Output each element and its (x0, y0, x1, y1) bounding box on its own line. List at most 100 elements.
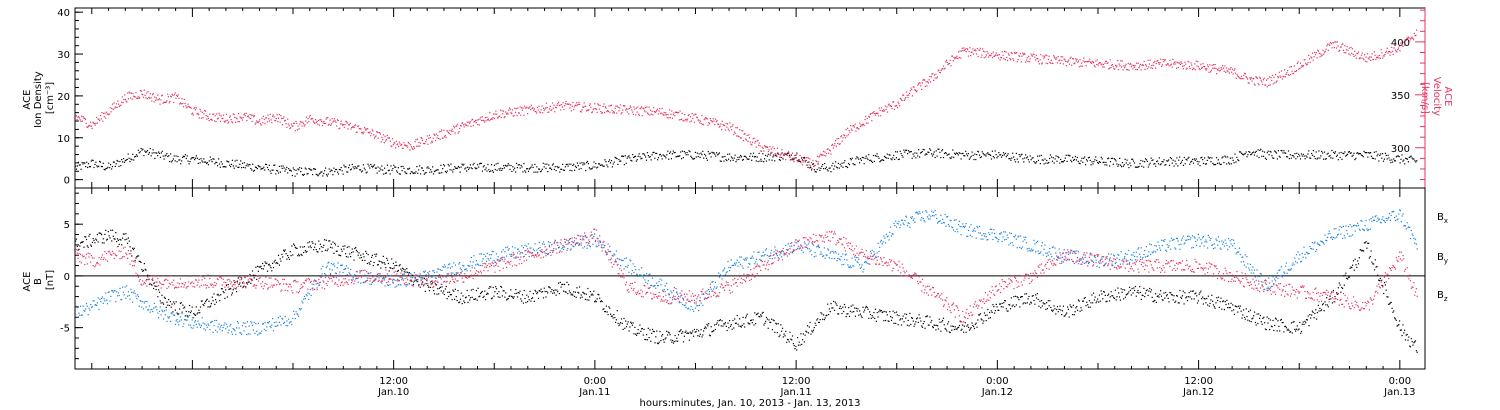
series-b0-point (459, 301, 461, 303)
series-0-point (828, 167, 830, 169)
series-1-point (553, 104, 555, 106)
series-b0-point (921, 326, 924, 328)
series-b0-point (882, 311, 884, 313)
series-1-point (668, 109, 671, 111)
series-1-point (947, 63, 949, 66)
series-0-point (187, 160, 189, 162)
series-0-point (561, 168, 563, 170)
series-1-point (366, 128, 368, 130)
series-1-point (654, 111, 656, 114)
series-b0-point (1015, 295, 1017, 297)
series-1-point (1261, 81, 1263, 83)
series-b0-point (184, 306, 186, 308)
series-b0-point (702, 334, 704, 336)
series-b0-point (567, 293, 569, 295)
series-1-point (632, 113, 634, 115)
series-b0-point (726, 329, 728, 332)
series-1-point (308, 121, 310, 123)
series-1-point (1008, 54, 1010, 56)
series-1-point (587, 109, 589, 111)
series-b0-point (503, 290, 505, 292)
series-0-point (848, 164, 851, 166)
series-b0-point (1304, 320, 1306, 322)
series-1-point (243, 114, 245, 116)
series-b0-point (583, 292, 585, 294)
series-0-point (206, 162, 209, 164)
series-0-point (829, 167, 831, 169)
series-1-point (770, 148, 772, 150)
series-1-point (656, 110, 658, 112)
series-1-point (226, 119, 228, 121)
series-b1-point (122, 291, 124, 293)
series-b0-point (591, 293, 593, 295)
series-1-point (315, 121, 317, 124)
series-b0-point (976, 326, 978, 328)
series-0-point (1373, 151, 1375, 153)
series-b0-point (513, 296, 515, 298)
series-b0-point (464, 302, 466, 304)
series-0-point (1362, 156, 1364, 158)
series-0-point (1343, 153, 1345, 155)
series-0-point (625, 162, 627, 164)
series-b0-point (590, 294, 592, 296)
series-b0-point (689, 331, 691, 333)
series-b0-point (530, 300, 532, 302)
series-0-point (531, 164, 533, 166)
series-0-point (362, 164, 364, 166)
series-0-point (1357, 152, 1359, 154)
series-1-point (754, 140, 757, 142)
series-0-point (1013, 156, 1015, 158)
series-b0-point (207, 306, 209, 308)
series-0-point (407, 168, 409, 170)
series-b0-point (1073, 314, 1075, 316)
series-0-point (909, 151, 911, 153)
series-b0-point (1273, 329, 1275, 332)
series-b0-point (938, 318, 940, 320)
series-1-point (1204, 68, 1206, 70)
series-1-point (136, 97, 138, 99)
series-b0-point (173, 303, 176, 305)
series-0-point (132, 153, 134, 155)
series-1-point (1016, 51, 1018, 54)
series-1-point (647, 113, 649, 115)
series-1-point (206, 118, 208, 120)
series-1-point (667, 113, 669, 116)
series-1-point (706, 118, 708, 120)
series-b0-point (1223, 308, 1225, 311)
series-b0-point (1262, 317, 1264, 319)
series-1-point (1163, 61, 1165, 63)
series-0-point (313, 168, 315, 170)
series-1-point (904, 98, 906, 100)
series-0-point (337, 171, 339, 173)
series-b0-point (350, 252, 353, 254)
series-0-point (1388, 157, 1390, 159)
series-0-point (1132, 160, 1135, 162)
series-0-point (1004, 152, 1006, 154)
series-1-point (828, 152, 830, 154)
series-1-point (690, 120, 692, 122)
series-1-point (1134, 65, 1136, 67)
series-0-point (121, 159, 123, 161)
series-0-point (1208, 157, 1210, 159)
series-0-point (1383, 158, 1385, 160)
series-b0-point (1236, 306, 1238, 308)
series-0-point (727, 153, 729, 155)
series-b0-point (1296, 325, 1298, 327)
series-b0-point (386, 259, 389, 261)
series-b0-point (895, 322, 897, 324)
series-b0-point (700, 329, 702, 331)
series-0-point (515, 171, 517, 173)
series-1-point (1349, 54, 1351, 56)
series-0-point (251, 169, 253, 171)
series-b0-point (955, 328, 957, 330)
series-b0-point (593, 290, 595, 292)
series-b0-point (329, 240, 331, 242)
series-b0-point (331, 247, 333, 249)
series-0-point (170, 161, 173, 163)
series-1-point (740, 137, 742, 139)
series-b0-point (508, 295, 510, 297)
series-b0-point (90, 245, 93, 247)
series-1-point (822, 150, 825, 152)
series-0-point (645, 156, 647, 158)
series-0-point (130, 158, 132, 160)
